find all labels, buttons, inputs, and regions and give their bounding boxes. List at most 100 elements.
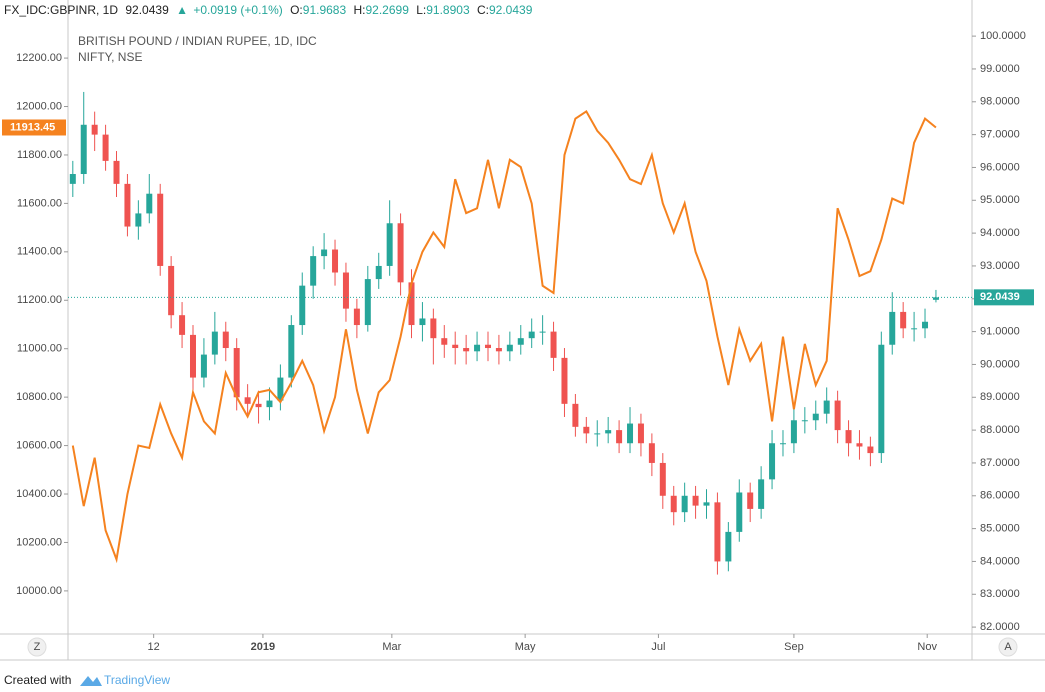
y-tick-label: 11400.00 [17,246,62,258]
y2-tick-label: 83.0000 [980,588,1020,600]
plot-area [68,91,972,575]
y2-tick-label: 88.0000 [980,424,1020,436]
candle-body [725,531,732,562]
candle-body [375,265,382,280]
auto-scale-label[interactable]: A [1004,641,1012,653]
candle-body [332,249,339,273]
candle-body [583,426,590,434]
candle-body [670,495,677,513]
candle-body [189,334,196,378]
auto-scale-button[interactable] [998,637,1018,657]
y-tick-label: 11000.00 [17,343,62,355]
y-tick-label: 11200.00 [17,294,62,306]
candle-body [681,495,688,513]
y-tick-label: 12200.00 [16,52,62,64]
candle-body [113,160,120,184]
last-value-label: 11913.45 [10,121,55,133]
candle-body [517,338,524,345]
high-label: H: [354,3,366,17]
candle-body [179,315,186,335]
y-tick-label: 10600.00 [16,439,62,451]
y2-tick-label: 98.0000 [980,96,1020,108]
y2-tick-label: 89.0000 [980,391,1020,403]
candle-body [648,443,655,463]
y2-tick-label: 86.0000 [980,490,1020,502]
brand-logo[interactable] [80,676,102,686]
last-value-box [2,119,66,136]
candle-body [616,430,623,444]
zoom-label[interactable]: Z [34,641,41,653]
y2-tick-label: 94.0000 [980,227,1020,239]
y2-tick-label: 93.0000 [980,260,1020,272]
candle-body [779,443,786,445]
candle-body [823,400,830,414]
candle-body [277,377,284,401]
x-tick-label: Mar [382,641,401,653]
candle-body [397,223,404,283]
y2-tick-label: 85.0000 [980,523,1020,535]
y-tick-label: 10400.00 [16,488,62,500]
candle-body [91,124,98,135]
y2-tick-label: 91.0000 [980,326,1020,338]
candle-body [911,328,918,330]
last-price-box [974,289,1034,306]
candle-body [834,400,841,431]
candle-body [222,331,229,349]
candle-body [856,443,863,447]
y2-tick-label: 84.0000 [980,555,1020,567]
candle-body [408,282,415,326]
candle-body [244,397,251,404]
open-label: O: [290,3,303,17]
symbol: FX_IDC:GBPINR, 1D [4,3,118,17]
candle-body [69,174,76,184]
candle-body [845,430,852,444]
low-value: 91.8903 [426,3,470,17]
pane-label: NIFTY, NSE [78,50,142,64]
candle-body [288,325,295,378]
candle-body [801,420,808,422]
candle-body [539,331,546,333]
candle-body [452,344,459,349]
candle-body [495,348,502,352]
candle-body [430,318,437,339]
zoom-button[interactable] [27,637,47,657]
candle-body [233,348,240,398]
candle-body [146,193,153,214]
y2-tick-label: 100.0000 [980,30,1026,42]
brand-name[interactable]: TradingView [104,673,170,687]
candle-body [266,400,273,408]
last-price: 92.0439 [125,3,169,17]
last-price-label: 92.0439 [980,291,1020,303]
candle-body [812,413,819,421]
legend-line: FX_IDC:GBPINR, 1D 92.0439 ▲ +0.0919 (+0.… [4,3,533,17]
y2-tick-label: 96.0000 [980,161,1020,173]
high-value: 92.2699 [366,3,410,17]
y2-tick-label: 82.0000 [980,621,1020,633]
candle-body [364,279,371,326]
candle-body [561,357,568,404]
candle-body [747,492,754,509]
candle-body [474,344,481,352]
candle-body [299,285,306,326]
x-tick-label: Jul [651,641,665,653]
candle-body [790,420,797,444]
candle-body [932,297,939,300]
y2-tick-label: 95.0000 [980,194,1020,206]
y-tick-label: 10000.00 [16,585,62,597]
line-series [71,109,937,564]
candle-body [594,433,601,435]
candle-body [769,443,776,480]
candle-body [463,348,470,352]
candle-body [124,183,131,227]
candle-body [321,249,328,257]
candle-body [867,446,874,454]
candle-body [900,311,907,329]
candle-body [342,272,349,309]
open-value: 91.9683 [303,3,347,17]
candle-body [758,479,765,509]
candle-body [386,223,393,266]
candle-body [922,321,929,329]
candle-body [168,265,175,316]
x-tick-label: Nov [917,641,937,653]
candle-body [878,344,885,454]
